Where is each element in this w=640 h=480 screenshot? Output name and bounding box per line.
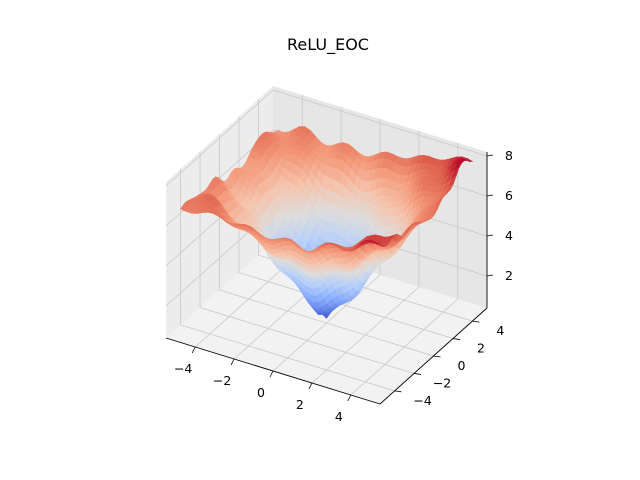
y-tick-label: −2 <box>433 375 451 390</box>
chart-title: ReLU_EOC <box>287 35 369 55</box>
z-tick-label: 6 <box>505 188 513 203</box>
grid-z-back <box>272 89 488 157</box>
z-tick-label: 2 <box>505 268 513 283</box>
x-tick-label: 4 <box>335 409 343 424</box>
x-tick-label: 2 <box>296 397 304 412</box>
z-tick-mark <box>486 274 494 277</box>
y-tick-label: 2 <box>477 341 485 356</box>
grid-y-floor <box>238 272 454 339</box>
y-tick-mark <box>472 320 480 323</box>
grid-y-floor <box>180 324 395 392</box>
x-tick-mark <box>230 358 235 366</box>
x-tick-label: 0 <box>257 385 265 400</box>
y-tick-mark <box>413 373 422 375</box>
x-tick-mark <box>308 382 313 390</box>
x-tick-label: −4 <box>174 361 192 376</box>
grid-y-floor <box>219 289 434 357</box>
grid-z-left <box>165 89 274 187</box>
surface <box>180 125 474 319</box>
z-tick-label: 4 <box>505 228 513 243</box>
y-tick-mark <box>433 355 441 358</box>
x-tick-mark <box>269 370 274 378</box>
y-tick-label: 4 <box>496 323 504 338</box>
y-tick-mark <box>394 390 402 393</box>
z-tick-label: 8 <box>505 148 513 163</box>
surface-facet <box>180 204 190 212</box>
y-tick-mark <box>452 338 461 340</box>
z-tick-mark <box>486 154 494 157</box>
z-tick-mark <box>486 194 494 197</box>
z-axis-ticks: 2 4 6 8 <box>486 148 513 283</box>
y-axis-ticks: −4−2 024 <box>394 320 504 408</box>
x-tick-label: −2 <box>213 373 231 388</box>
z-tick-mark <box>486 234 494 237</box>
x-tick-mark <box>191 346 196 354</box>
y-tick-label: 0 <box>458 358 466 373</box>
x-axis-ticks: −4 −2 0 2 4 <box>174 346 352 424</box>
y-tick-label: −4 <box>413 393 431 408</box>
grid-y-floor <box>199 307 415 374</box>
x-tick-mark <box>347 394 352 402</box>
